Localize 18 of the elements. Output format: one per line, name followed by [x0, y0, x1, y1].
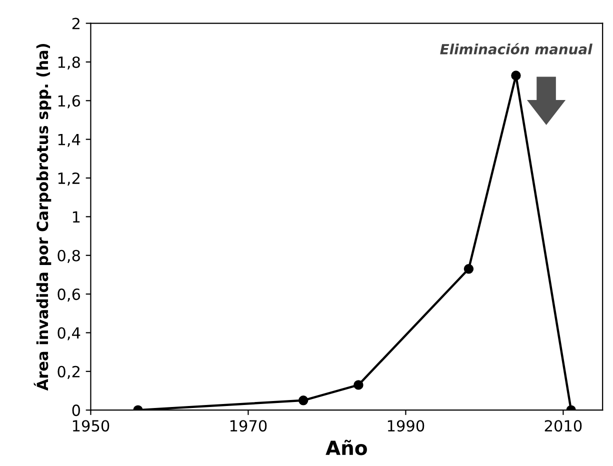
- y-axis-title: Área invadida por Carpobrotus spp. (ha): [34, 44, 52, 391]
- y-tick-label: 1,2: [58, 172, 80, 186]
- x-tick-label: 1990: [388, 420, 424, 432]
- x-tick-label: 1950: [72, 420, 110, 432]
- y-tick-label: 0,2: [58, 366, 80, 379]
- annotation: Eliminación manual: [440, 43, 592, 54]
- y-tick-label: 2: [72, 18, 80, 30]
- y-tick-label: 1,8: [58, 56, 80, 70]
- y-tick-label: 0: [72, 404, 80, 416]
- x-tick-label: 1970: [230, 420, 267, 432]
- y-tick-label: 1: [72, 211, 80, 222]
- x-axis-title: Año: [326, 440, 367, 456]
- y-tick-label: 1,4: [58, 134, 80, 147]
- x-tick-label: 2010: [544, 420, 582, 432]
- y-tick-label: 0,6: [58, 288, 80, 302]
- y-tick-label: 0,4: [58, 327, 80, 340]
- y-tick-label: 0,8: [58, 250, 80, 263]
- y-tick-label: 1,6: [58, 95, 80, 108]
